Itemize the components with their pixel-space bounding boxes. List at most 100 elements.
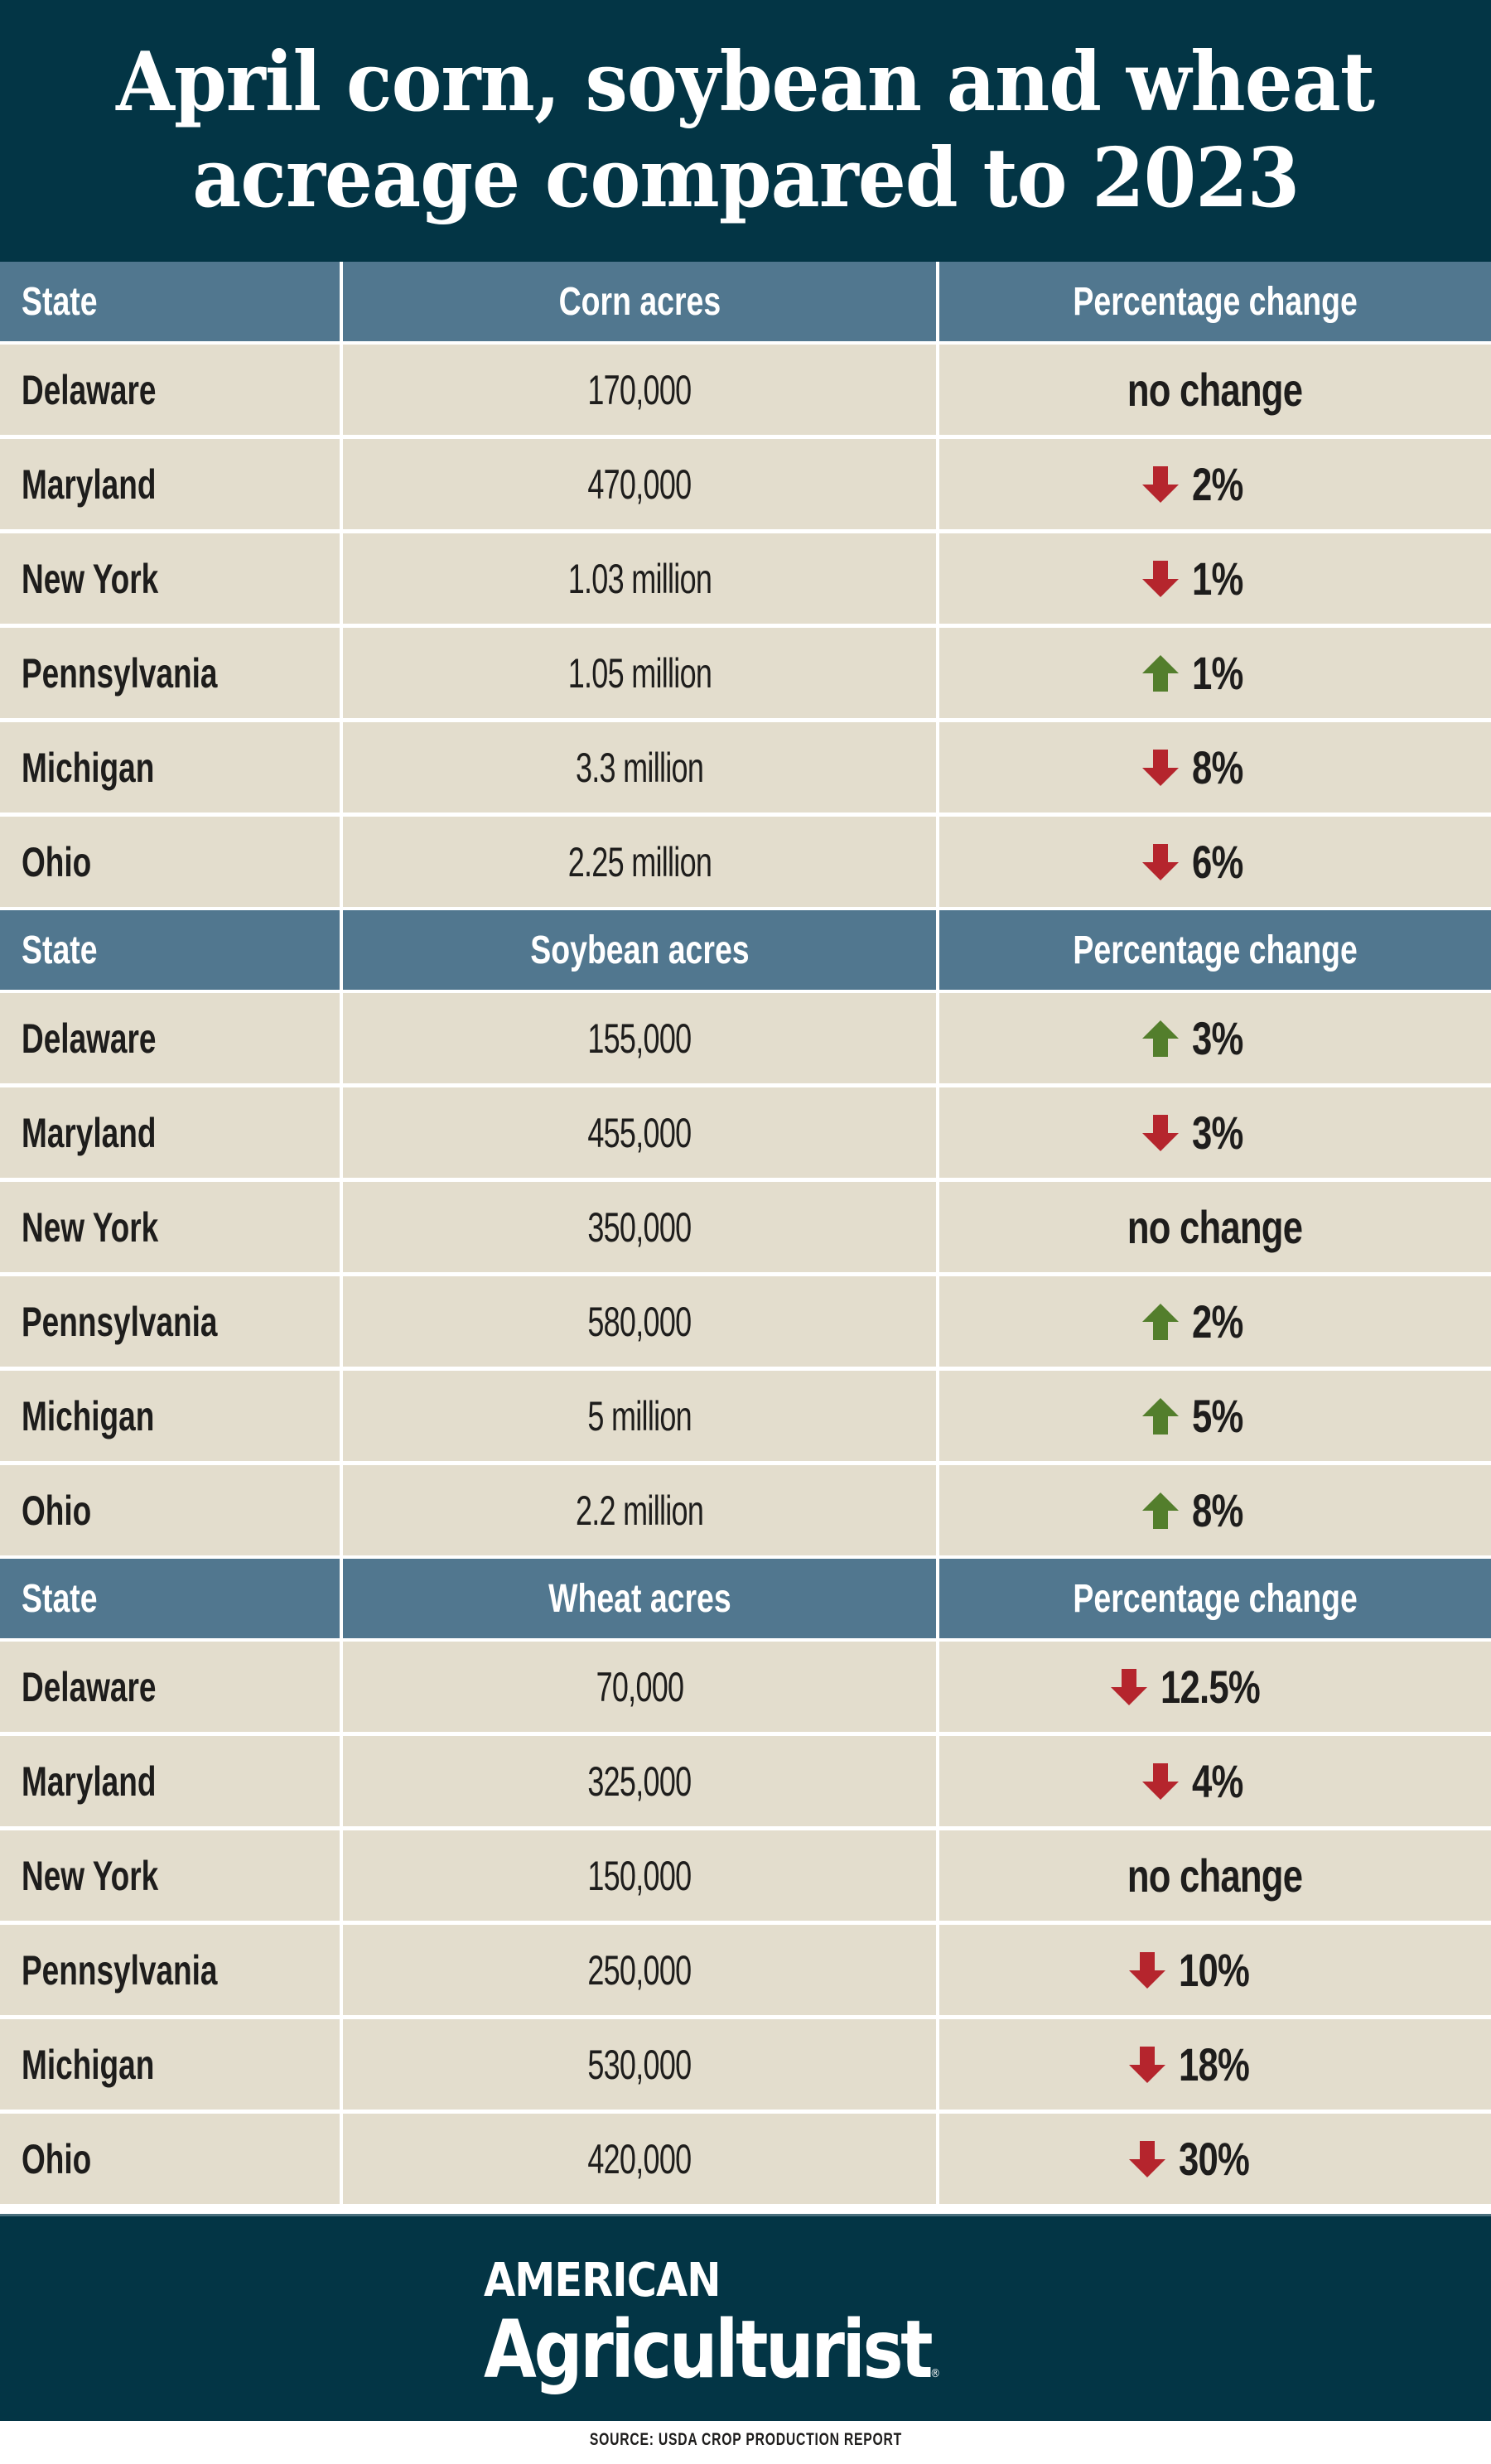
state-name: Delaware [22,1663,157,1710]
header-cell-state: State [0,262,340,341]
change-indicator: 6% [1141,835,1257,889]
arrow-down-icon [1111,1668,1148,1705]
change-indicator: 12.5% [1109,1660,1288,1714]
change-value: 12.5% [1160,1661,1261,1713]
change-value: 30% [1179,2133,1250,2185]
soybean-header-row: State Soybean acres Percentage change [0,910,1491,990]
header-acres-label: Wheat acres [548,1576,731,1621]
change-cell: 12.5% [939,1642,1491,1732]
logo-agriculturist-word: Agriculturist [484,2303,934,2396]
state-name: Delaware [22,366,157,413]
acres-cell: 2.25 million [343,817,936,907]
change-value: 1% [1191,647,1243,699]
table-row: Pennsylvania 1.05 million 1% [0,628,1491,718]
change-indicator: 2% [1141,457,1257,511]
acres-cell: 580,000 [343,1276,936,1367]
acres-value: 1.05 million [567,649,712,697]
table-row: Maryland 470,000 2% [0,439,1491,529]
acres-cell: 70,000 [343,1642,936,1732]
header-cell-state: State [0,1559,340,1638]
table-row: Delaware 155,000 3% [0,993,1491,1083]
title-banner: April corn, soybean and wheat acreage co… [0,0,1491,262]
change-value: 8% [1191,741,1243,793]
state-cell: New York [0,1830,340,1921]
arrow-down-icon [1141,1762,1179,1800]
state-cell: Delaware [0,1642,340,1732]
state-name: Ohio [22,2135,92,2182]
state-cell: Maryland [0,1087,340,1178]
source-note: SOURCE: USDA CROP PRODUCTION REPORT [0,2430,1491,2450]
change-indicator: no change [1103,1200,1327,1254]
arrow-down-icon [1141,749,1179,786]
header-state-label: State [22,928,98,972]
corn-header-row: State Corn acres Percentage change [0,262,1491,341]
state-name: Ohio [22,838,92,885]
arrow-down-icon [1129,1951,1166,1989]
header-cell-acres: Soybean acres [343,910,936,990]
state-cell: Pennsylvania [0,1925,340,2015]
arrow-down-icon [1129,2140,1166,2177]
change-cell: 30% [939,2114,1491,2204]
header-cell-change: Percentage change [939,910,1491,990]
acres-value: 325,000 [587,1758,692,1805]
change-indicator: 8% [1141,740,1257,794]
header-cell-state: State [0,910,340,990]
change-value: no change [1127,1849,1303,1902]
acres-value: 420,000 [587,2135,692,2182]
table-row: New York 1.03 million 1% [0,533,1491,624]
table-row: Michigan 5 million 5% [0,1371,1491,1461]
table-row: Pennsylvania 580,000 2% [0,1276,1491,1367]
change-cell: 18% [939,2019,1491,2110]
acres-cell: 150,000 [343,1830,936,1921]
change-cell: no change [939,345,1491,435]
change-value: 1% [1191,552,1243,605]
logo-american-text: AMERICAN [484,2254,721,2307]
state-cell: Maryland [0,439,340,529]
change-indicator: 1% [1141,646,1257,700]
change-cell: 3% [939,993,1491,1083]
table-row: Michigan 530,000 18% [0,2019,1491,2110]
state-name: Pennsylvania [22,1298,218,1345]
change-cell: 10% [939,1925,1491,2015]
table-row: Ohio 2.2 million 8% [0,1465,1491,1555]
change-indicator: 3% [1141,1106,1257,1160]
change-value: 2% [1191,458,1243,510]
arrow-down-icon [1141,465,1179,503]
table-row: Michigan 3.3 million 8% [0,722,1491,812]
header-acres-label: Soybean acres [529,928,750,972]
state-cell: Delaware [0,993,340,1083]
state-cell: Michigan [0,722,340,812]
state-cell: Ohio [0,1465,340,1555]
header-cell-change: Percentage change [939,262,1491,341]
acres-value: 155,000 [587,1015,692,1062]
arrow-down-icon [1129,2046,1166,2083]
acres-value: 530,000 [587,2041,692,2088]
state-name: Delaware [22,1015,157,1062]
state-name: Pennsylvania [22,649,218,697]
acres-value: 350,000 [587,1203,692,1251]
change-value: 3% [1191,1012,1243,1064]
state-name: Maryland [22,1109,157,1156]
acres-cell: 5 million [343,1371,936,1461]
change-cell: 3% [939,1087,1491,1178]
state-cell: Pennsylvania [0,1276,340,1367]
change-value: 4% [1191,1755,1243,1807]
change-indicator: no change [1103,363,1327,417]
change-cell: 2% [939,1276,1491,1367]
acres-cell: 455,000 [343,1087,936,1178]
acres-value: 2.2 million [575,1487,704,1534]
header-change-label: Percentage change [1073,279,1358,324]
arrow-down-icon [1141,843,1179,880]
state-name: Michigan [22,1392,155,1439]
state-cell: Delaware [0,345,340,435]
table-row: Ohio 2.25 million 6% [0,817,1491,907]
acres-value: 455,000 [587,1109,692,1156]
state-cell: New York [0,533,340,624]
change-value: no change [1127,364,1303,416]
change-indicator: 8% [1141,1483,1257,1537]
change-cell: 1% [939,628,1491,718]
acres-value: 1.03 million [567,555,712,602]
change-indicator: 30% [1127,2132,1269,2186]
acres-value: 5 million [587,1392,692,1439]
table-row: Maryland 325,000 4% [0,1736,1491,1826]
